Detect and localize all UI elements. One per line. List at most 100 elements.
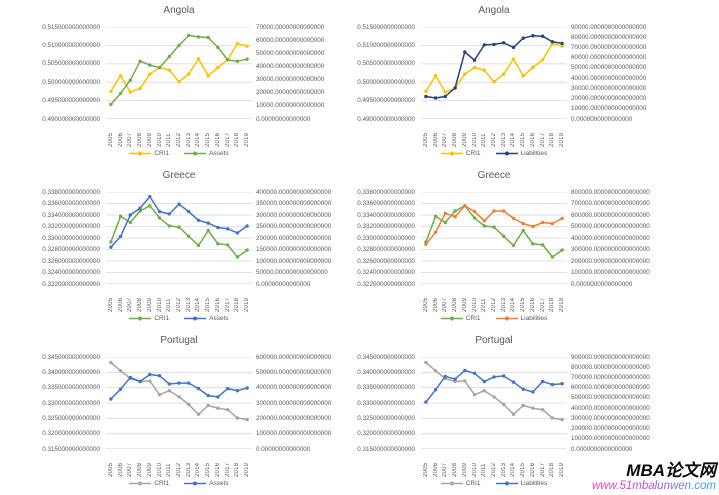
data-point-marker [482, 43, 486, 47]
x-axis-tick: 2012 [489, 121, 499, 147]
data-point-marker [463, 368, 467, 373]
legend-line-marker-icon [184, 316, 207, 320]
data-point-marker [109, 240, 113, 244]
data-point-marker [482, 219, 486, 223]
y-axis-tick-label: 0.0000000000000000 [571, 280, 633, 288]
data-point-marker [560, 417, 564, 422]
x-axis-tick-label: 2015 [520, 132, 527, 147]
data-point-marker [433, 369, 438, 373]
y-axis-tick-label: 0.0000000000000000 [571, 445, 633, 453]
chart-legend: CRI1 Liabilities [421, 477, 567, 489]
data-point-marker [196, 57, 201, 61]
data-point-marker [216, 225, 220, 230]
x-axis-tick-label: 2013 [500, 462, 507, 477]
legend-label: Assets [209, 479, 229, 487]
y-axis-tick-label: 300000.0000000000000000 [571, 414, 650, 422]
data-point-marker [482, 68, 486, 72]
x-axis-tick: 2013 [184, 286, 194, 312]
y-axis-tick-label: 20000.00000000000000 [256, 89, 325, 97]
chart-title: Greece [162, 170, 196, 181]
y-axis-tick-label: 50000.0000000000000000 [571, 64, 647, 72]
y-axis-tick-label: 100000.0000000000000000 [571, 269, 650, 276]
data-point-marker [492, 209, 496, 213]
x-axis-tick: 2008 [450, 451, 460, 477]
data-point-marker [541, 379, 545, 384]
data-point-marker [443, 90, 447, 94]
x-axis-tick: 2011 [164, 286, 174, 312]
data-point-marker [550, 221, 555, 226]
data-point-marker [424, 89, 428, 94]
data-point-marker [453, 379, 457, 384]
x-axis-tick: 2016 [528, 451, 538, 477]
y-axis-tick-label: 0.330000000000000 [357, 234, 415, 242]
data-point-marker [541, 220, 545, 225]
data-point-marker [245, 248, 249, 252]
x-axis-tick: 2007 [440, 286, 450, 312]
y-axis-tick-label: 40000.00000000000000 [256, 62, 325, 70]
y-axis-tick-label: 400000.0000000000000000 [571, 234, 650, 242]
y-axis-tick-label: 400000.000000000000000 [256, 384, 332, 392]
x-axis-tick-label: 2017 [539, 132, 546, 147]
data-point-marker [206, 228, 210, 233]
x-axis-tick-label: 2007 [127, 297, 134, 312]
data-point-marker [206, 35, 210, 40]
x-axis: 2005 2006 2007 2008 2009 2010 2011 2012 2013 2014… [421, 286, 567, 312]
x-axis-tick: 2018 [233, 451, 243, 477]
data-point-marker [226, 58, 230, 62]
legend-line-marker-icon [184, 481, 207, 485]
y-axis-left: 0.515000000000000 0.510000000000000 0.5050… [0, 24, 100, 123]
y-axis-tick-label: 0.326000000000000 [42, 257, 100, 265]
plot-column: 2005 2006 2007 2008 2009 2010 2011 2012 2013 2014… [421, 192, 567, 324]
x-axis-tick: 2016 [213, 286, 223, 312]
y-axis-tick-label: 0.510000000000000 [357, 41, 415, 49]
y-axis-tick-label: 0.345000000000000 [42, 353, 100, 361]
x-axis-tick-label: 2012 [491, 132, 497, 147]
data-point-marker [235, 389, 240, 393]
x-axis-tick: 2018 [233, 286, 243, 312]
y-axis-tick-label: 0.324000000000000 [42, 269, 100, 276]
x-axis-tick-label: 2009 [461, 132, 468, 147]
data-point-marker [118, 234, 123, 239]
legend-item-assets: Assets [184, 150, 229, 157]
data-point-marker [226, 408, 230, 412]
data-point-marker [521, 36, 525, 40]
y-axis-tick-label: 150000.000000000000000 [256, 246, 332, 253]
data-point-marker [148, 194, 152, 199]
data-point-marker [531, 224, 535, 229]
x-axis-tick: 2006 [116, 286, 126, 312]
plot-area [421, 357, 567, 449]
y-axis-right: 400000.000000000000000 350000.00000000000… [256, 189, 355, 288]
x-axis-tick-label: 2008 [452, 297, 459, 312]
y-axis-tick-label: 60000.00000000000000 [256, 36, 325, 44]
legend-line-marker-icon [184, 151, 207, 155]
data-point-marker [502, 374, 506, 378]
y-axis-tick-label: 0.490000000000000 [357, 115, 415, 123]
data-point-marker [453, 86, 457, 90]
data-point-marker [245, 386, 249, 390]
x-axis-tick-label: 2015 [205, 132, 212, 147]
data-point-marker [245, 44, 249, 48]
data-point-marker [531, 65, 535, 70]
x-axis-tick: 2014 [509, 286, 519, 312]
data-point-marker [196, 412, 201, 416]
legend-item-cri1: CRI1 [129, 315, 169, 322]
data-point-marker [433, 230, 438, 234]
x-axis-tick: 2013 [499, 286, 509, 312]
chart-title: Angola [163, 5, 195, 16]
x-axis-tick: 2010 [470, 121, 480, 147]
x-axis-tick-label: 2010 [471, 462, 478, 477]
data-point-marker [148, 379, 152, 383]
y-axis-tick-label: 0.315000000000000 [357, 445, 415, 453]
x-axis-tick: 2008 [135, 286, 145, 312]
data-point-marker [531, 242, 535, 246]
chart-body: 0.345000000000000 0.340000000000000 0.3350… [355, 354, 719, 489]
x-axis-tick-label: 2010 [156, 462, 163, 477]
data-point-marker [560, 382, 564, 386]
data-point-marker [245, 417, 249, 422]
x-axis-tick: 2018 [548, 121, 558, 147]
data-point-marker [560, 248, 564, 252]
data-point-marker [167, 212, 171, 216]
x-axis: 2005 2006 2007 2008 2009 2010 2011 2012 2013 2014… [421, 451, 567, 477]
data-point-marker [424, 360, 428, 365]
x-axis-tick-label: 2009 [146, 297, 153, 312]
